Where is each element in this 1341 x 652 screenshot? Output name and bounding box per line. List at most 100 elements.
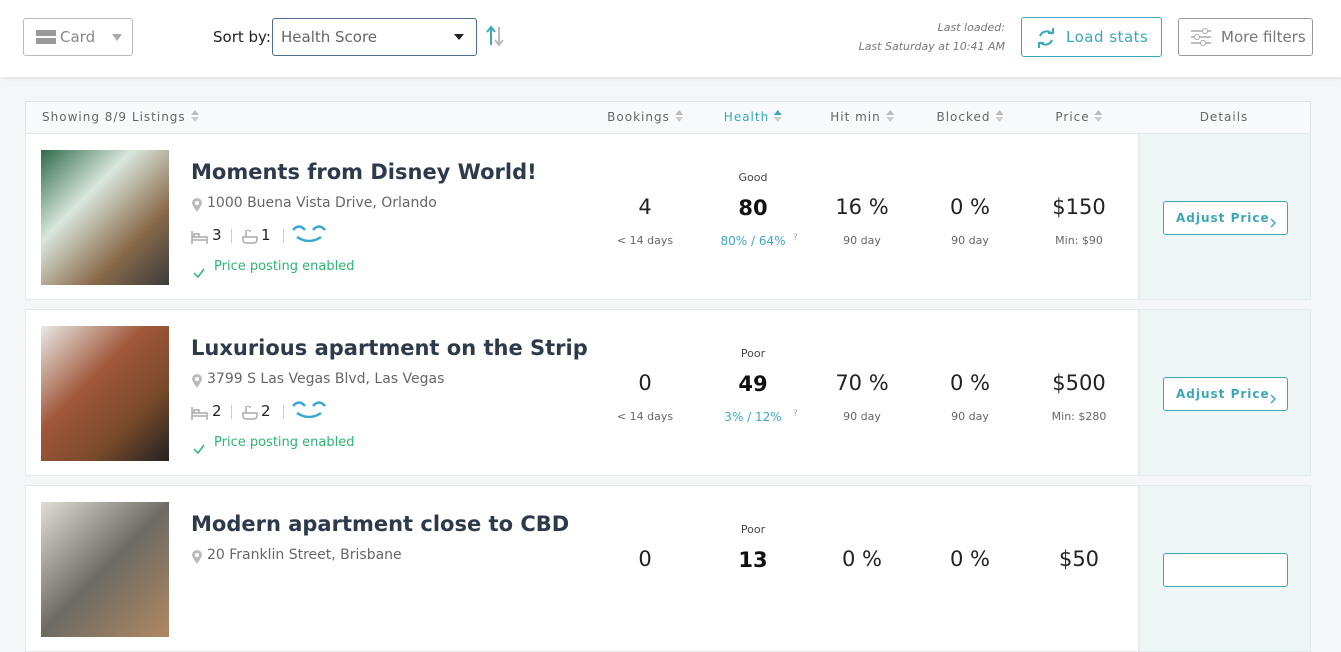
chevron-graphic xyxy=(1270,394,1277,404)
chevron-graphic xyxy=(1270,218,1277,228)
sort-select[interactable]: Health Score xyxy=(272,18,477,56)
health-label: Poor xyxy=(740,523,766,536)
column-header[interactable]: Blocked xyxy=(936,110,1004,124)
bed-icon-graphic xyxy=(191,407,208,420)
row-body xyxy=(25,309,1139,476)
bath-icon xyxy=(242,229,258,248)
adjust-price-text: Adjust Price xyxy=(1176,387,1270,401)
health-score: 49 xyxy=(738,372,768,396)
bookings: 0 xyxy=(638,371,652,395)
last-loaded-value: Last Saturday at 10:41 AM xyxy=(858,40,1005,53)
load-stats-text: Load stats xyxy=(1066,28,1149,46)
health-label: Poor xyxy=(740,347,766,360)
pin-icon-graphic xyxy=(192,198,202,212)
min-price: Min: $90 xyxy=(1055,234,1103,247)
adjust-price-button[interactable]: Adjust Price xyxy=(1163,201,1288,235)
listing-address: 20 Franklin Street, Brisbane xyxy=(207,547,402,563)
column-header[interactable]: Showing 8/9 Listings xyxy=(42,110,199,124)
bookings-note: < 14 days xyxy=(616,234,674,247)
bookings-note: < 14 days xyxy=(616,410,674,423)
caret xyxy=(454,34,464,40)
blocked-note: 90 day xyxy=(951,410,989,423)
bed-icon xyxy=(191,229,208,248)
blocked-note: 90 day xyxy=(951,234,989,247)
help-icon[interactable]: ? xyxy=(793,409,798,419)
listing-row: Moments from Disney World! 1000 Buena Vis… xyxy=(25,133,1311,300)
price: $50 xyxy=(1058,547,1100,571)
listing-address: 3799 S Las Vegas Blvd, Las Vegas xyxy=(207,371,445,387)
listing-address: 1000 Buena Vista Drive, Orlando xyxy=(207,195,437,211)
blocked: 0 % xyxy=(950,547,990,571)
hit-min: 16 % xyxy=(835,195,889,219)
price-posting-status: Price posting enabled xyxy=(214,259,355,274)
check-icon xyxy=(193,439,205,458)
column-header[interactable]: Hit min xyxy=(830,110,894,124)
refresh-icon xyxy=(1038,28,1054,48)
min-price: Min: $280 xyxy=(1051,410,1107,423)
health-smile xyxy=(291,398,327,422)
listing-title[interactable]: Luxurious apartment on the Strip xyxy=(191,336,588,360)
blocked: 0 % xyxy=(950,371,990,395)
sort-direction[interactable] xyxy=(486,25,504,47)
price: $150 xyxy=(1052,195,1106,219)
column-header: Details xyxy=(1199,110,1249,124)
bookings: 0 xyxy=(638,547,652,571)
filters-icon xyxy=(1191,28,1211,46)
listing-row: Modern apartment close to CBD 20 Franklin… xyxy=(25,485,1311,652)
beds: 3 xyxy=(212,226,222,244)
help-icon[interactable]: ? xyxy=(793,233,798,243)
sort-value: Health Score xyxy=(281,28,378,46)
baths: 2 xyxy=(261,402,271,420)
sort-arrows xyxy=(674,110,683,122)
adjust-price-text: Adjust Price xyxy=(1176,211,1270,225)
sort-arrows xyxy=(774,110,783,122)
hit-min: 70 % xyxy=(835,371,889,395)
bed-icon-graphic xyxy=(191,231,208,244)
pin-icon xyxy=(192,549,202,568)
price: $500 xyxy=(1052,371,1106,395)
pin-icon-graphic xyxy=(192,374,202,388)
view-select[interactable]: Card xyxy=(23,18,133,56)
pin-icon-graphic xyxy=(192,550,202,564)
health-detail: 80% / 64% xyxy=(720,234,786,248)
check-icon xyxy=(193,263,205,282)
toolbar: Card Sort by: Health Score Last loaded: … xyxy=(0,0,1341,77)
bath-icon-graphic xyxy=(242,405,258,420)
caret xyxy=(112,34,122,41)
chevron xyxy=(1270,389,1277,408)
sort-arrows xyxy=(995,110,1004,122)
more-filters-button[interactable]: More filters xyxy=(1178,18,1313,56)
load-stats-button[interactable]: Load stats xyxy=(1021,17,1162,57)
check-icon-graphic xyxy=(193,268,205,279)
listing-photo xyxy=(41,502,169,637)
hit-min-note: 90 day xyxy=(843,234,881,247)
last-loaded-label: Last loaded: xyxy=(937,21,1005,34)
divider xyxy=(231,405,232,419)
column-header[interactable]: Bookings xyxy=(607,110,683,124)
column-header[interactable]: Health xyxy=(724,110,783,124)
bookings: 4 xyxy=(638,195,652,219)
price-posting-status: Price posting enabled xyxy=(214,435,355,450)
pin-icon xyxy=(192,373,202,392)
sort-label: Sort by: xyxy=(213,28,271,46)
listing-photo xyxy=(41,326,169,461)
column-header[interactable]: Price xyxy=(1055,110,1103,124)
listing-title[interactable]: Moments from Disney World! xyxy=(191,160,537,184)
sort-arrows xyxy=(885,110,894,122)
adjust-price-button[interactable] xyxy=(1163,553,1288,587)
divider xyxy=(283,229,284,243)
bed-icon xyxy=(191,405,208,424)
health-smile xyxy=(291,222,327,246)
bath-icon-graphic xyxy=(242,229,258,244)
listing-photo xyxy=(41,150,169,285)
listings-table: Showing 8/9 Listings Bookings Health Hit mi… xyxy=(25,101,1311,652)
view-value: Card xyxy=(60,28,96,46)
adjust-price-button[interactable]: Adjust Price xyxy=(1163,377,1288,411)
check-icon-graphic xyxy=(193,444,205,455)
listing-title[interactable]: Modern apartment close to CBD xyxy=(191,512,570,536)
health-score: 13 xyxy=(738,548,768,572)
health-label: Good xyxy=(738,171,768,184)
health-smile-graphic xyxy=(292,401,326,419)
more-filters-text: More filters xyxy=(1221,28,1306,46)
